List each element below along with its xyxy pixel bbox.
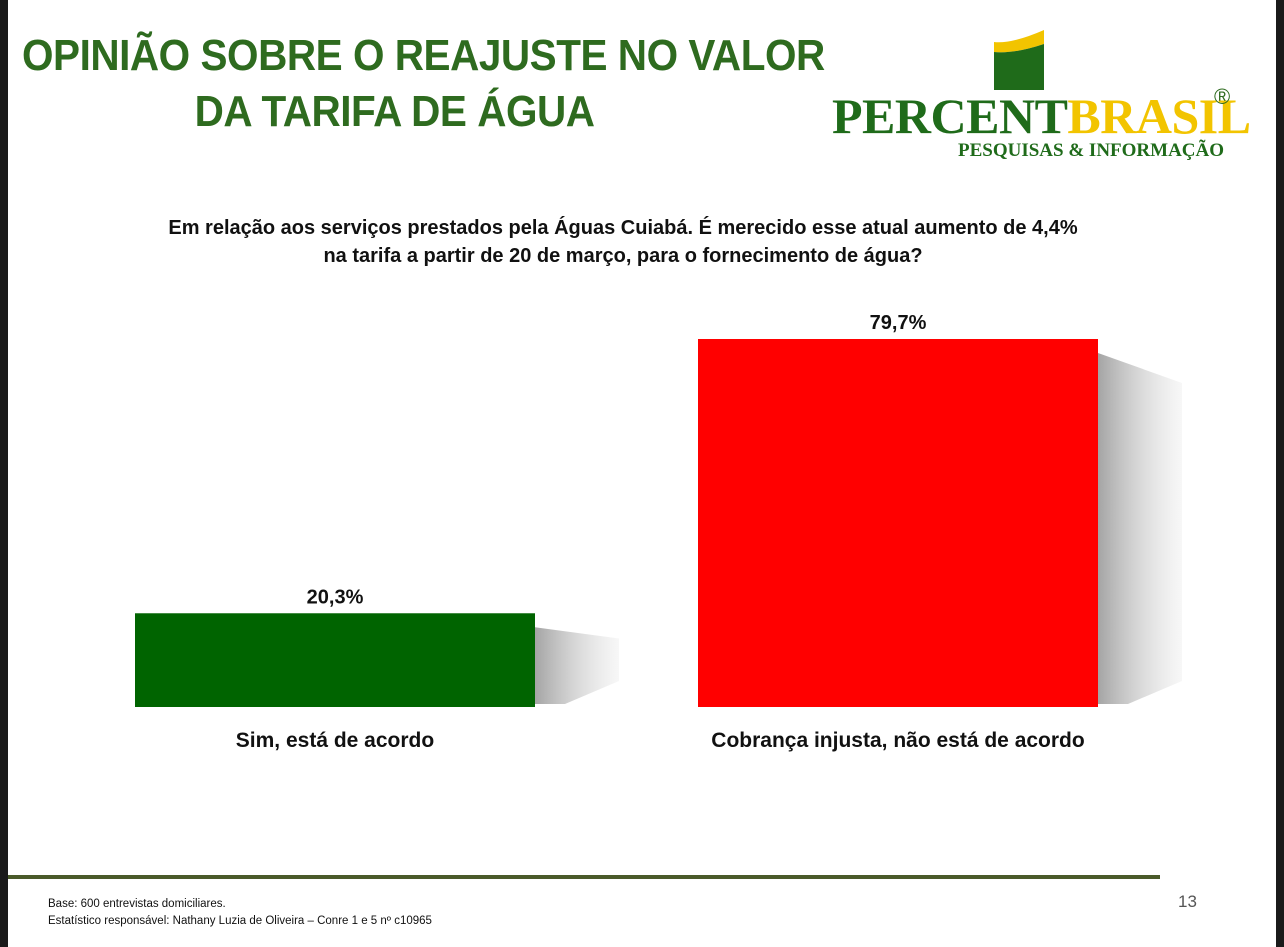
footnote-statistician: Estatístico responsável: Nathany Luzia d… [48, 915, 432, 927]
logo-word-percent: PERCENT [832, 88, 1068, 144]
title-line-1: OPINIÃO SOBRE O REAJUSTE NO VALOR [22, 31, 825, 80]
footnote-base: Base: 600 entrevistas domiciliares. [48, 898, 226, 910]
bar-shadow [1098, 353, 1182, 704]
data-label-2: 79,7% [870, 312, 927, 334]
question-line-1: Em relação aos serviços prestados pela Á… [168, 217, 1078, 239]
bar-chart-svg: 20,3% Sim, está de acordo 79,7% Cobrança in… [135, 312, 1182, 752]
logo-wordmark: PERCENTBRASIL [832, 88, 1251, 144]
data-label-1: 20,3% [307, 586, 364, 608]
page-title: OPINIÃO SOBRE O REAJUSTE NO VALOR DA TAR… [22, 28, 825, 140]
slide: OPINIÃO SOBRE O REAJUSTE NO VALOR DA TAR… [8, 0, 1276, 947]
bar-shadow [535, 627, 619, 704]
logo-subtitle: PESQUISAS & INFORMAÇÃO [958, 140, 1225, 161]
logo-word-brasil: BRASIL [1067, 88, 1251, 144]
question-line-2: na tarifa a partir de 20 de março, para … [323, 245, 923, 267]
category-label-2: Cobrança injusta, não está de acordo [711, 729, 1084, 752]
footer-divider [8, 875, 1160, 879]
category-label-1: Sim, está de acordo [236, 729, 434, 752]
bar-1 [135, 613, 535, 707]
bar-chart: 20,3% Sim, está de acordo 79,7% Cobrança in… [8, 300, 1276, 770]
page-number: 13 [1178, 892, 1197, 911]
percentbrasil-logo: PERCENTBRASIL ® PESQUISAS & INFORMAÇÃO [828, 20, 1251, 170]
footnote: Base: 600 entrevistas domiciliares. Esta… [48, 896, 432, 930]
survey-question: Em relação aos serviços prestados pela Á… [108, 214, 1138, 270]
registered-mark: ® [1214, 84, 1231, 109]
logo-flag-icon [994, 30, 1044, 90]
title-line-2: DA TARIFA DE ÁGUA [194, 87, 595, 136]
bar-2 [698, 339, 1098, 707]
